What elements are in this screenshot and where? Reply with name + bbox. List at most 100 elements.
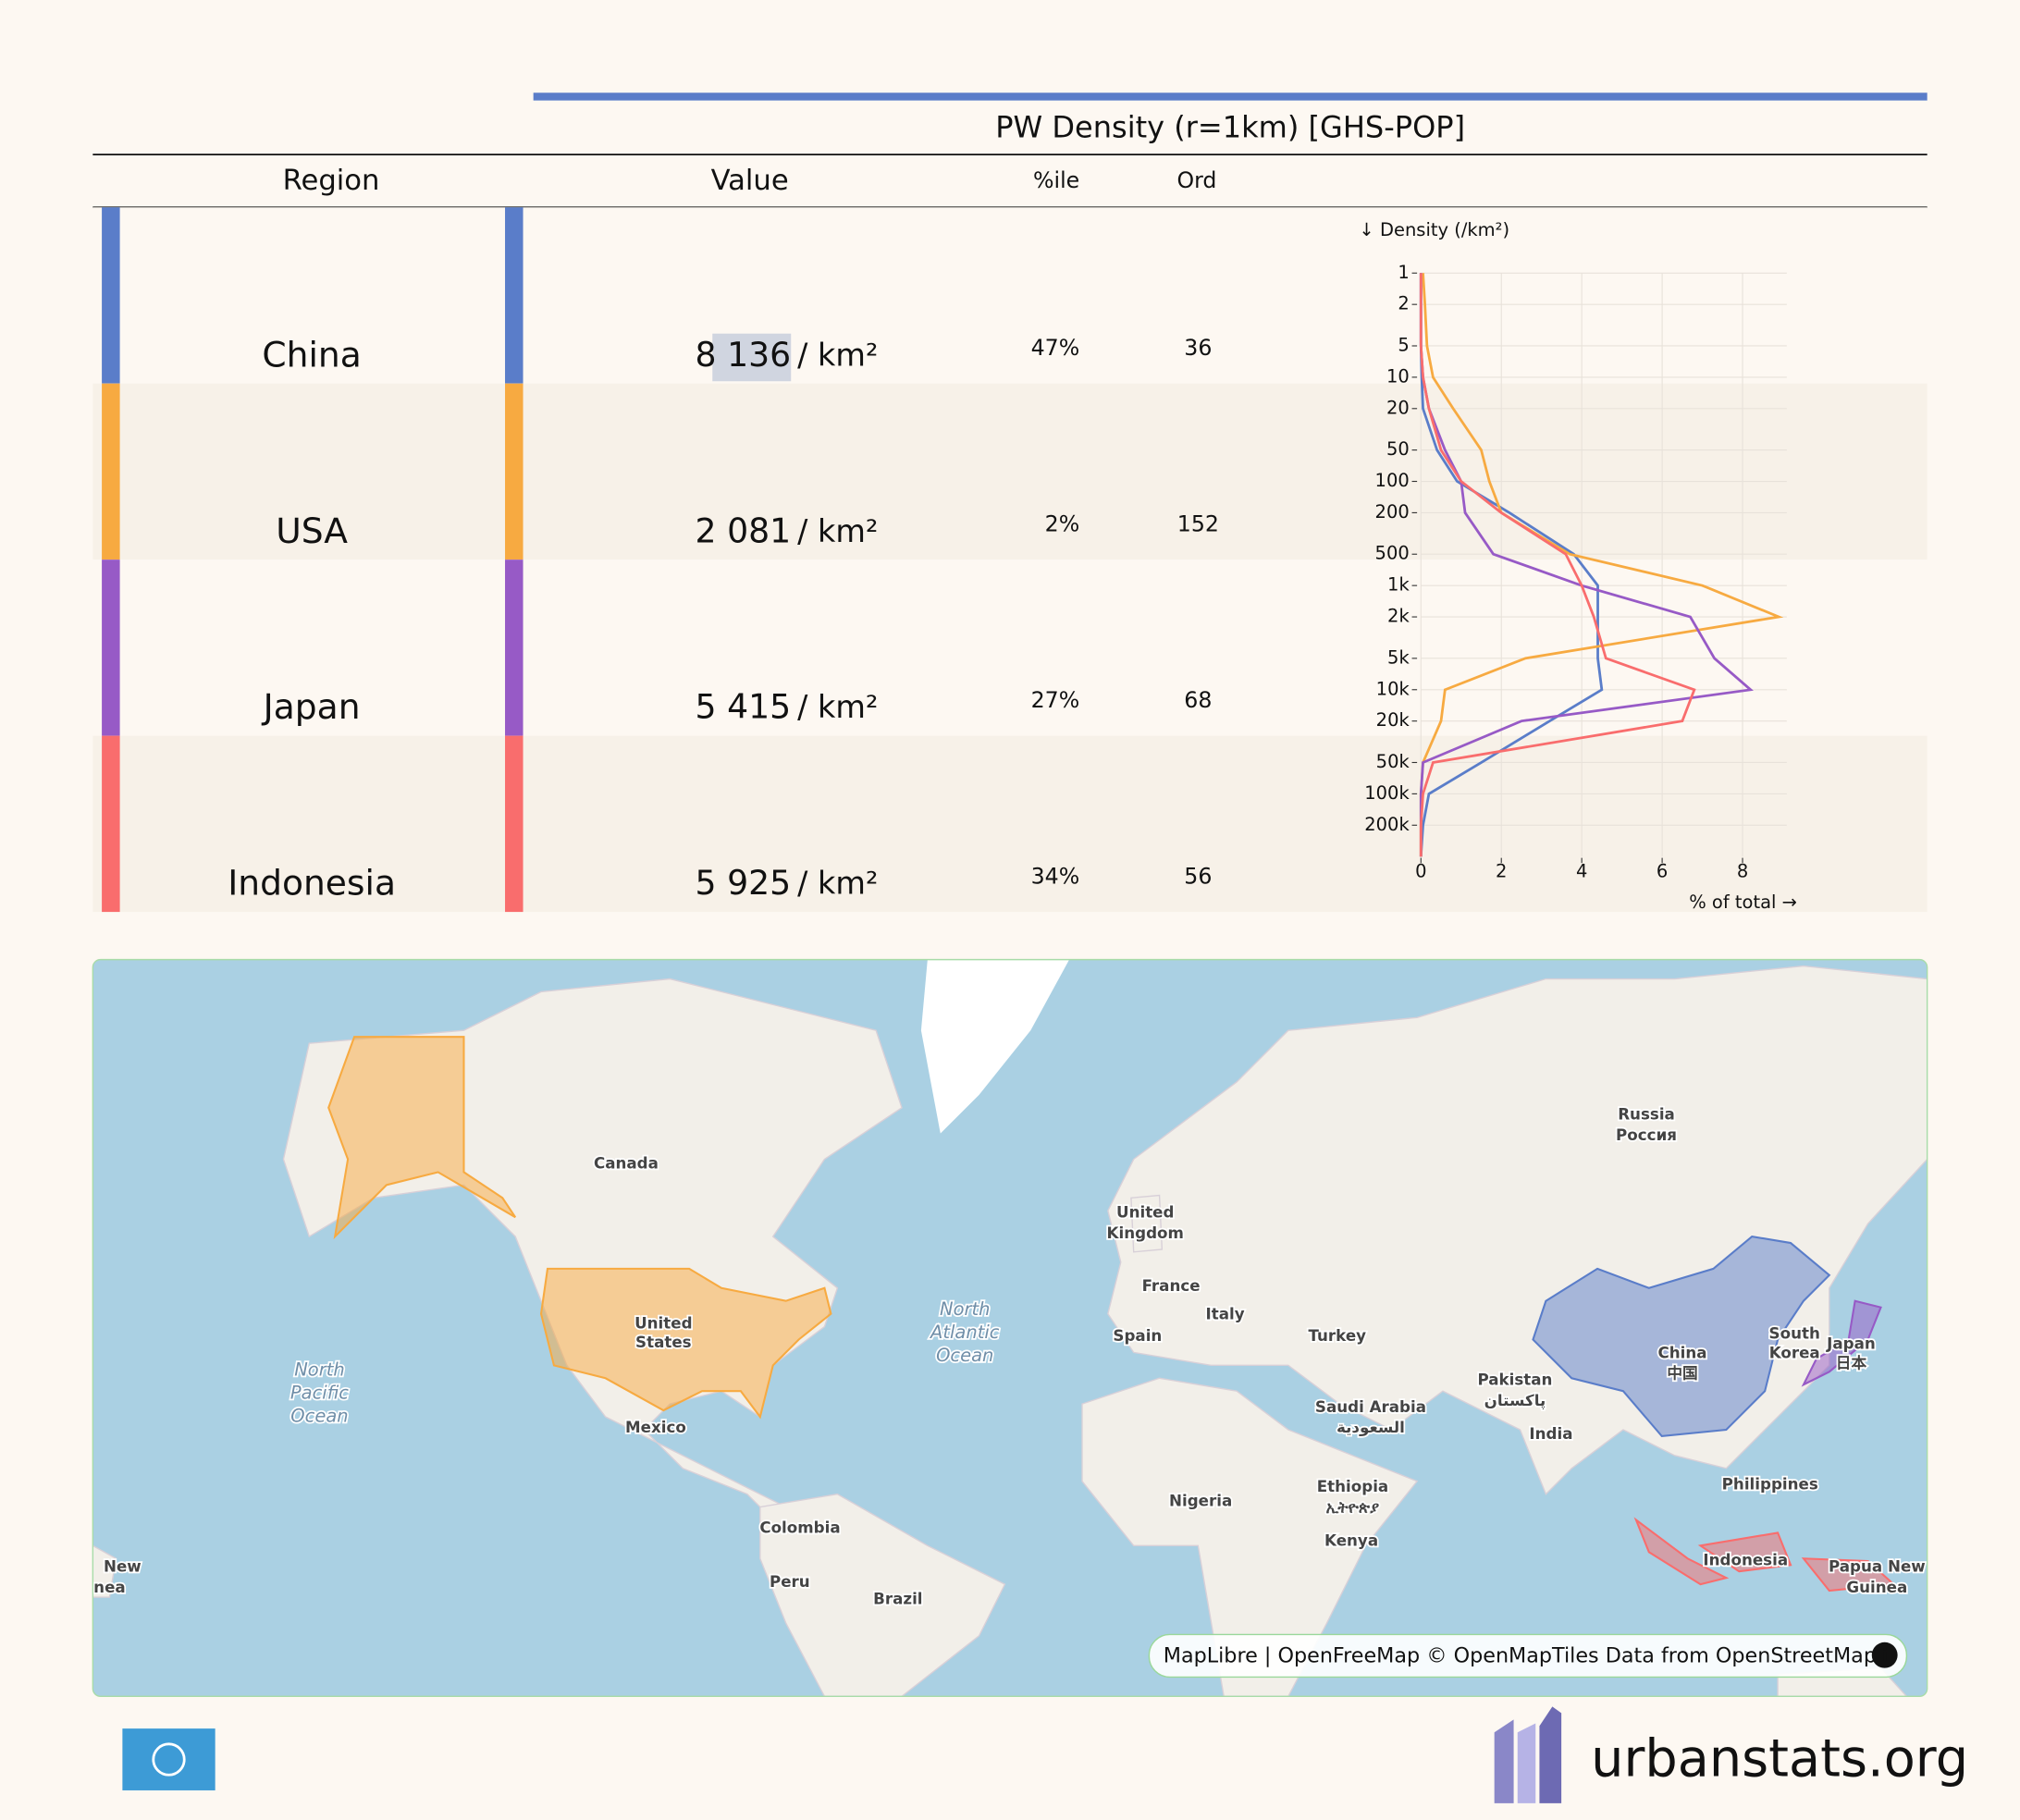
ocean-label: Ocean <box>290 1406 348 1427</box>
place-label: Japan <box>1826 1334 1876 1353</box>
ocean-label: Pacific <box>290 1382 349 1403</box>
place-label: Spain <box>1113 1326 1162 1345</box>
ordinal: 56 <box>1184 863 1212 889</box>
flag-emblem <box>152 1742 186 1777</box>
region-usa[interactable] <box>327 1036 517 1240</box>
region-usa[interactable] <box>539 1267 832 1420</box>
place-label: 中国 <box>1667 1364 1697 1383</box>
place-label: Guinea <box>1846 1578 1907 1596</box>
place-label: Colombia <box>759 1519 840 1537</box>
place-label: United <box>634 1313 692 1332</box>
place-label: Mexico <box>625 1418 686 1436</box>
place-label: Kingdom <box>1107 1224 1184 1242</box>
attribution[interactable]: MapLibre | OpenFreeMap © OpenMapTiles Da… <box>1164 1644 1877 1668</box>
value-unit: / km² <box>797 866 878 902</box>
y-tick-label: 1k <box>1387 574 1410 596</box>
y-tick-label: 5 <box>1398 334 1409 355</box>
region-japan[interactable] <box>1801 1299 1882 1387</box>
row-color-bar <box>102 207 120 384</box>
place-label: Canada <box>594 1154 659 1173</box>
region-indonesia[interactable] <box>1801 1557 1896 1592</box>
value-highlight <box>712 333 792 382</box>
value-unit: / km² <box>797 337 878 373</box>
y-tick-label: 1 <box>1398 262 1409 283</box>
row-color-bar <box>505 383 523 560</box>
header-bar <box>533 92 1928 101</box>
info-button[interactable] <box>1871 1642 1898 1668</box>
place-label: nea <box>93 1578 126 1596</box>
ordinal: 36 <box>1184 335 1212 361</box>
place-label: Russia <box>1618 1105 1675 1124</box>
x-tick-label: 2 <box>1496 860 1507 881</box>
highlighted-regions <box>327 1036 1896 1592</box>
place-label: Turkey <box>1308 1326 1366 1345</box>
region-name[interactable]: Indonesia <box>228 863 396 904</box>
place-label: Indonesia <box>1703 1551 1788 1569</box>
region-name[interactable]: China <box>262 334 361 375</box>
row-background <box>92 735 1928 913</box>
ordinal: 152 <box>1177 510 1219 536</box>
region-name[interactable]: Japan <box>262 686 361 727</box>
place-label: Россия <box>1616 1125 1677 1144</box>
row-background <box>92 207 1928 384</box>
y-tick-label: 2k <box>1387 606 1410 627</box>
row-background <box>92 383 1928 560</box>
y-tick-label: 200 <box>1375 501 1410 523</box>
x-tick-label: 0 <box>1415 860 1426 881</box>
y-axis-label: ↓ Density (/km²) <box>1359 219 1509 240</box>
value: 5 415 <box>696 687 792 727</box>
region-indonesia[interactable] <box>1697 1531 1792 1573</box>
row-color-bar <box>505 207 523 384</box>
column-header: Ord <box>1176 167 1216 193</box>
value: 8 136 <box>696 335 792 375</box>
logo-text[interactable]: urbanstats.org <box>1591 1728 1968 1789</box>
row-color-bar <box>102 560 120 736</box>
y-tick-label: 2 <box>1398 293 1409 314</box>
y-tick-label: 20 <box>1386 397 1410 418</box>
place-label: Brazil <box>873 1589 922 1607</box>
flag <box>122 1728 216 1790</box>
density-line <box>1419 273 1696 857</box>
region-indonesia[interactable] <box>1633 1517 1730 1586</box>
row-color-bar <box>505 735 523 913</box>
column-header: Region <box>283 165 380 197</box>
place-label: پاکستان <box>1484 1391 1546 1410</box>
y-tick-label: 20k <box>1376 709 1410 731</box>
place-label: Ethiopia <box>1317 1477 1388 1495</box>
y-tick-label: 10k <box>1376 678 1410 699</box>
y-tick-label: 200k <box>1364 814 1410 835</box>
y-tick-label: 10 <box>1386 365 1410 387</box>
value-unit: / km² <box>797 689 878 725</box>
place-label: 日本 <box>1836 1353 1867 1371</box>
place-label: السعودية <box>1336 1418 1405 1437</box>
place-label: South <box>1769 1323 1820 1342</box>
ocean-label: North <box>940 1298 990 1320</box>
x-axis-label: % of total → <box>1689 892 1797 913</box>
place-label: China <box>1658 1343 1707 1361</box>
row-background <box>92 560 1928 736</box>
y-tick-label: 500 <box>1375 543 1410 564</box>
percentile: 47% <box>1031 335 1080 361</box>
place-label: Nigeria <box>1169 1491 1232 1509</box>
attribution-box <box>1148 1633 1908 1679</box>
y-tick-label: 50 <box>1386 438 1410 460</box>
map-border <box>92 958 1928 1697</box>
y-tick-label: 50k <box>1376 751 1410 772</box>
value: 2 081 <box>696 510 792 550</box>
ordinal: 68 <box>1184 687 1212 713</box>
ocean-label: Ocean <box>936 1345 993 1366</box>
column-group-title: PW Density (r=1km) [GHS-POP] <box>995 109 1465 144</box>
region-china[interactable] <box>1532 1235 1831 1438</box>
row-color-bar <box>102 735 120 913</box>
percentile: 27% <box>1031 687 1080 713</box>
place-label: Korea <box>1769 1343 1820 1361</box>
place-label: Pakistan <box>1477 1371 1552 1389</box>
percentile: 34% <box>1031 863 1080 889</box>
region-name[interactable]: USA <box>276 510 348 551</box>
density-chart: ↓ Density (/km²)% of total →125102050100… <box>1359 219 1797 913</box>
greenland <box>920 959 1070 1134</box>
place-label: ኢትዮጵያ <box>1326 1497 1380 1516</box>
